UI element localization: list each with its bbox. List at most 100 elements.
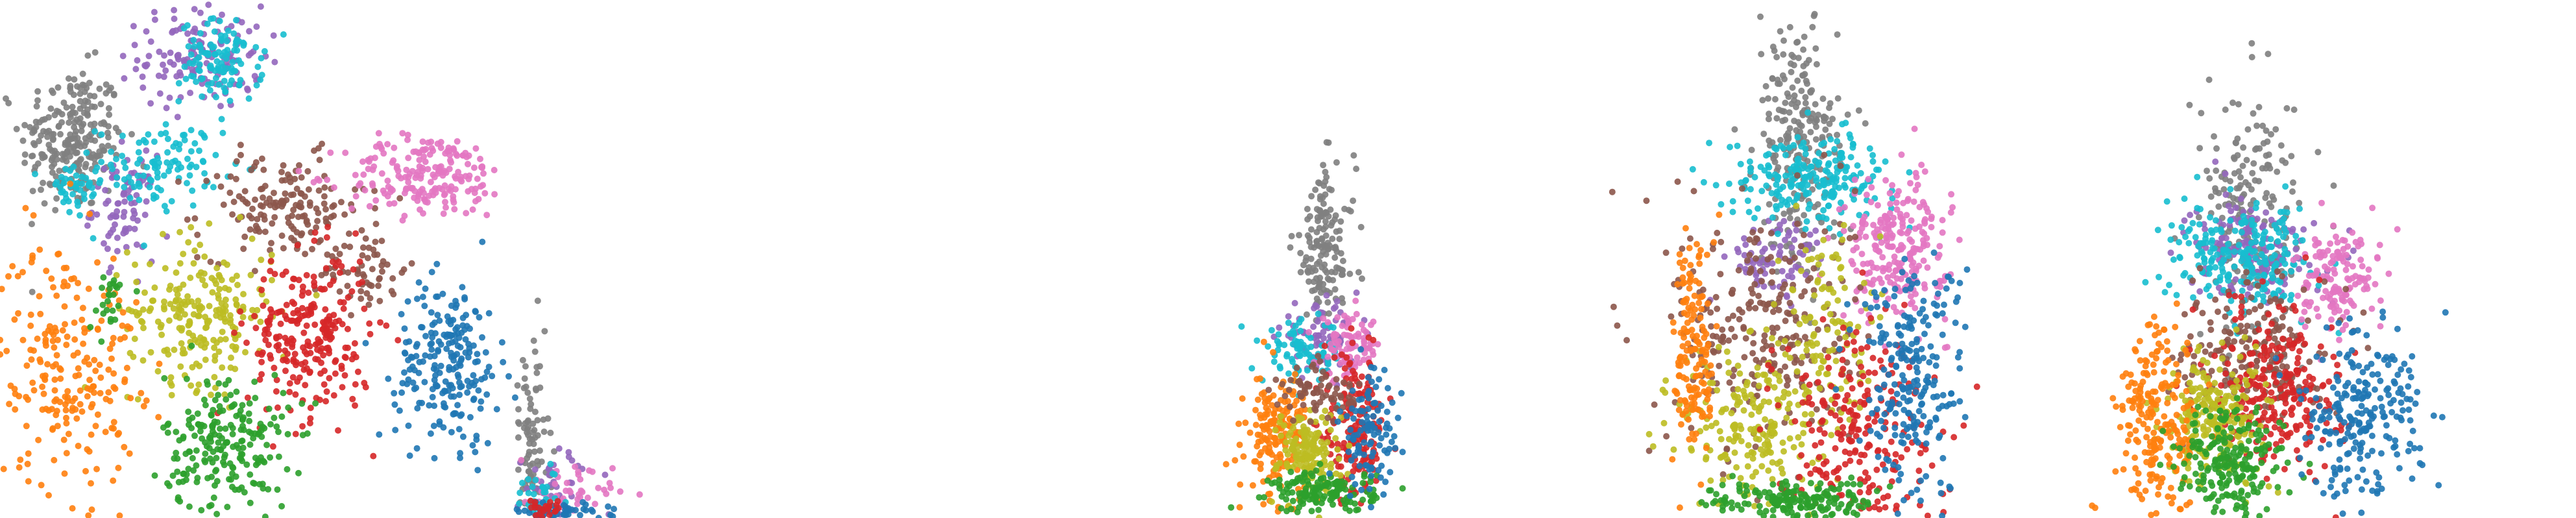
data-point xyxy=(1897,275,1904,282)
data-point xyxy=(1708,423,1715,430)
data-point xyxy=(1728,410,1735,417)
data-point xyxy=(1350,415,1357,422)
data-point xyxy=(180,281,187,288)
data-point xyxy=(431,454,438,462)
data-point xyxy=(295,469,302,476)
data-point xyxy=(1800,46,1807,53)
data-point xyxy=(1254,376,1260,383)
data-point xyxy=(143,147,150,154)
data-point xyxy=(128,200,135,207)
data-point xyxy=(332,370,339,377)
data-point xyxy=(262,337,269,343)
data-point xyxy=(260,194,267,201)
data-point xyxy=(321,184,328,191)
data-point xyxy=(1367,321,1374,328)
data-point xyxy=(188,161,195,168)
data-point xyxy=(1843,164,1851,171)
data-point xyxy=(1839,121,1846,128)
data-point xyxy=(5,99,12,106)
data-point xyxy=(1791,117,1798,125)
data-point xyxy=(130,184,138,190)
data-point xyxy=(1356,380,1363,388)
data-point xyxy=(421,302,428,310)
data-point xyxy=(518,480,526,486)
data-point xyxy=(322,215,330,222)
data-point xyxy=(1782,99,1789,106)
data-point xyxy=(339,384,346,391)
data-point xyxy=(182,450,189,458)
data-point xyxy=(483,391,491,398)
data-point xyxy=(1783,243,1790,250)
data-point xyxy=(1850,223,1856,230)
data-point xyxy=(45,492,52,499)
data-point xyxy=(62,406,69,413)
data-point xyxy=(1258,449,1265,456)
data-point xyxy=(197,44,204,51)
data-point xyxy=(114,208,121,215)
data-point xyxy=(307,415,314,422)
data-point xyxy=(1270,411,1278,417)
data-point xyxy=(131,336,138,342)
data-point xyxy=(86,210,93,217)
data-point xyxy=(295,277,302,284)
data-point xyxy=(1716,362,1723,369)
data-point xyxy=(146,260,153,267)
data-point xyxy=(9,263,16,270)
data-point xyxy=(51,398,58,405)
data-point xyxy=(332,318,339,325)
data-point xyxy=(1287,469,1294,475)
data-point xyxy=(1321,493,1328,500)
data-point xyxy=(1353,289,1360,296)
data-point xyxy=(541,489,548,496)
data-point xyxy=(294,241,301,249)
data-point xyxy=(84,222,91,229)
data-point xyxy=(12,406,19,413)
data-point xyxy=(194,410,201,417)
data-point xyxy=(188,51,195,58)
data-point xyxy=(1736,370,1744,377)
data-point xyxy=(1854,162,1861,169)
data-point xyxy=(577,493,583,500)
data-point xyxy=(1797,121,1804,129)
data-point xyxy=(431,186,438,193)
data-point xyxy=(139,319,146,326)
data-point xyxy=(167,49,174,56)
data-point xyxy=(147,305,154,312)
data-point xyxy=(1894,260,1901,267)
data-point xyxy=(107,229,114,236)
data-point xyxy=(1399,485,1406,492)
data-point xyxy=(1793,103,1799,110)
data-point xyxy=(212,68,219,74)
data-point xyxy=(258,186,265,193)
data-point xyxy=(546,512,553,518)
data-point xyxy=(133,278,140,286)
data-point xyxy=(1857,169,1864,177)
data-point xyxy=(1256,494,1263,501)
data-point xyxy=(1284,451,1291,458)
data-point xyxy=(112,221,118,228)
data-point xyxy=(22,204,29,212)
data-point xyxy=(265,486,272,493)
data-point xyxy=(577,512,583,518)
data-point xyxy=(1316,207,1323,214)
data-point xyxy=(470,372,477,379)
data-point xyxy=(1777,243,1784,250)
data-point xyxy=(1804,109,1812,116)
data-point xyxy=(1738,438,1745,445)
data-point xyxy=(282,190,289,197)
data-point xyxy=(110,280,117,287)
data-point xyxy=(191,43,198,50)
data-point xyxy=(607,484,614,491)
data-point xyxy=(1282,393,1289,400)
data-point xyxy=(29,221,35,228)
data-point xyxy=(1716,428,1723,435)
data-point xyxy=(184,180,190,187)
data-point xyxy=(1306,234,1313,241)
data-point xyxy=(1779,117,1786,125)
data-point xyxy=(525,476,532,483)
data-point xyxy=(133,241,140,248)
data-point xyxy=(1330,277,1337,284)
data-point xyxy=(127,195,134,202)
data-point xyxy=(1273,454,1280,461)
data-point xyxy=(1836,184,1843,191)
